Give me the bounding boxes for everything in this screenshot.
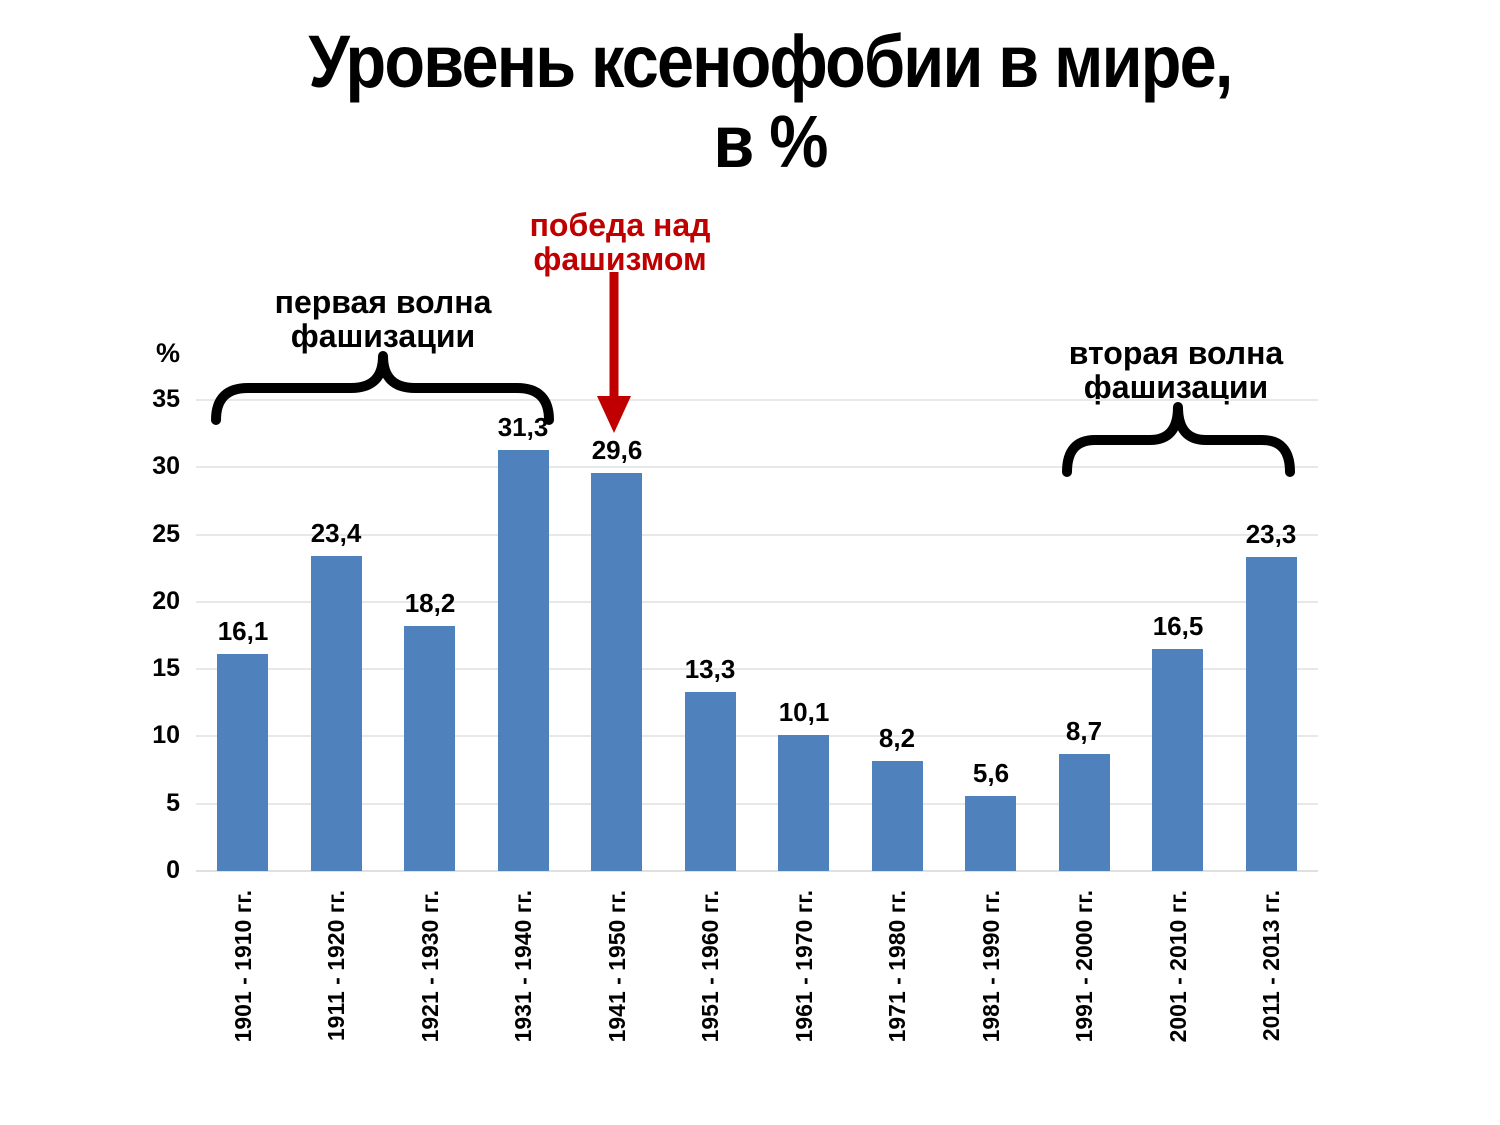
gridline [196, 668, 1318, 670]
victory-label: победа над фашизмом [530, 208, 711, 276]
second-wave-label-line1: вторая волна [1068, 335, 1284, 371]
y-tick-label: 20 [152, 587, 180, 615]
second-wave-brace [1062, 402, 1295, 477]
chart-title-line2: в % [713, 100, 828, 183]
first-wave-label-line1: первая волна [274, 284, 492, 320]
y-tick-label: 15 [152, 654, 180, 682]
y-axis-unit-label: % [155, 338, 180, 368]
bar-value-label: 16,5 [1152, 611, 1204, 641]
chart-title: Уровень ксенофобии в мире, в % [140, 22, 1400, 182]
gridline [196, 601, 1318, 603]
x-axis-label: 1921 - 1930 гг. [417, 890, 443, 1043]
y-tick-label: 35 [152, 385, 180, 413]
bar-value-label: 29,6 [591, 435, 643, 465]
x-axis-label: 1941 - 1950 гг. [604, 890, 630, 1043]
first-wave-label: первая волна фашизации [275, 285, 492, 353]
gridline [196, 735, 1318, 737]
gridline [196, 399, 1318, 401]
chart-title-line1: Уровень ксенофобии в мире, [308, 20, 1233, 103]
x-axis-label: 1901 - 1910 гг. [230, 890, 256, 1043]
bar-value-label: 23,4 [310, 518, 362, 548]
x-axis-label: 1951 - 1960 гг. [697, 890, 723, 1043]
first-wave-label-line2: фашизации [290, 318, 476, 354]
bar-value-label: 8,7 [1065, 716, 1103, 746]
victory-label-line2: фашизмом [533, 241, 707, 277]
bar [778, 735, 829, 871]
first-wave-brace [211, 351, 554, 425]
bar-value-label: 18,2 [404, 588, 456, 618]
x-axis-label: 1991 - 2000 гг. [1071, 890, 1097, 1043]
bar [1246, 557, 1297, 871]
bar-value-label: 10,1 [778, 697, 830, 727]
x-axis-label: 2001 - 2010 гг. [1165, 890, 1191, 1043]
x-axis-label: 1911 - 1920 гг. [323, 890, 349, 1042]
bar-value-label: 5,6 [972, 758, 1010, 788]
second-wave-label-line2: фашизации [1083, 369, 1269, 405]
bar-value-label: 31,3 [497, 412, 549, 442]
y-tick-label: 30 [152, 452, 180, 480]
gridline [196, 534, 1318, 536]
bar-value-label: 13,3 [684, 654, 736, 684]
bar-value-label: 8,2 [878, 723, 916, 753]
y-tick-label: 25 [152, 520, 180, 548]
x-axis-label: 1971 - 1980 гг. [884, 890, 910, 1043]
x-axis-line [196, 870, 1318, 872]
y-tick-label: 5 [166, 789, 180, 817]
bar-value-label: 23,3 [1245, 519, 1297, 549]
bar [965, 796, 1016, 871]
bar [591, 473, 642, 871]
bar [1152, 649, 1203, 871]
bar [311, 556, 362, 871]
x-axis-label: 2011 - 2013 гг. [1258, 890, 1284, 1042]
x-axis-label: 1931 - 1940 гг. [510, 890, 536, 1043]
bar [498, 450, 549, 871]
x-axis-label: 1981 - 1990 гг. [978, 890, 1004, 1043]
bar-value-label: 16,1 [217, 616, 269, 646]
bar [685, 692, 736, 871]
bar [872, 761, 923, 871]
gridline [196, 803, 1318, 805]
victory-label-line1: победа над [529, 207, 711, 243]
y-tick-label: 10 [152, 721, 180, 749]
x-axis-label: 1961 - 1970 гг. [791, 890, 817, 1043]
bar [404, 626, 455, 871]
victory-arrow-head [597, 396, 631, 433]
bar [217, 654, 268, 871]
bar [1059, 754, 1110, 871]
second-wave-label: вторая волна фашизации [1069, 336, 1283, 404]
gridline [196, 466, 1318, 468]
y-tick-label: 0 [166, 856, 180, 884]
